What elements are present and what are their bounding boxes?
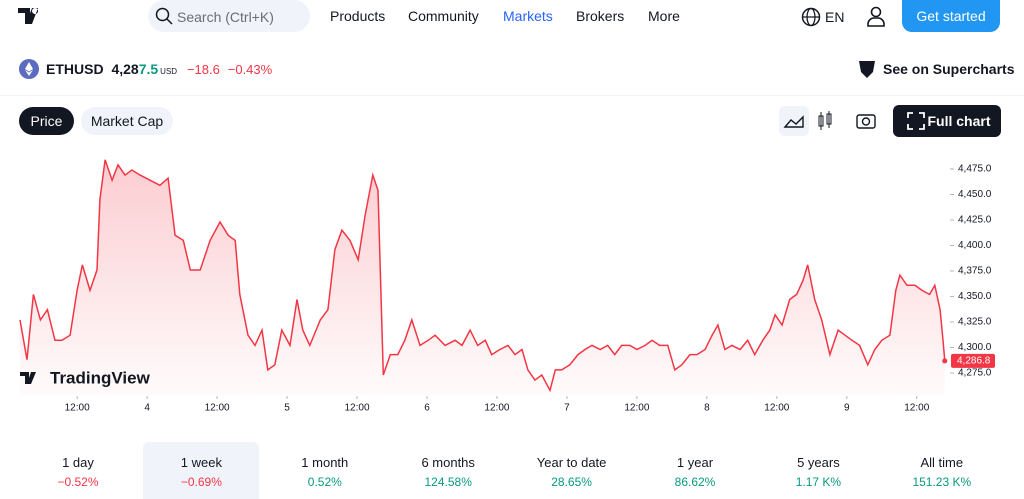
period-tab[interactable]: Year to date 28.65% — [514, 442, 630, 499]
x-tick-label: 12:00 — [484, 403, 509, 414]
period-label: All time — [920, 455, 964, 470]
globe-icon[interactable] — [801, 7, 821, 27]
y-tick-label: 4,275.0 — [958, 368, 992, 379]
expand-icon — [907, 112, 925, 130]
x-tick-label: 12:00 — [624, 403, 649, 414]
language[interactable]: EN — [825, 9, 845, 25]
change: −18.6 — [186, 62, 220, 77]
last-price-box — [951, 353, 995, 368]
nav-item[interactable]: Products — [330, 8, 386, 24]
period-change: 86.62% — [674, 475, 716, 489]
period-tab[interactable]: 1 year 86.62% — [637, 442, 753, 499]
search-icon — [155, 7, 173, 25]
search-placeholder: Search (Ctrl+K) — [177, 9, 274, 25]
last-point — [942, 358, 948, 364]
period-change: −0.52% — [57, 475, 99, 489]
x-tick-label: 12:00 — [65, 403, 90, 414]
period-label: 1 year — [676, 455, 714, 470]
cta-button[interactable]: Get started — [902, 0, 1000, 32]
watermark-text: TradingView — [50, 368, 151, 387]
logo[interactable] — [18, 8, 48, 24]
x-tick-label: 12:00 — [764, 403, 789, 414]
last-price-label: 4,286.8 — [957, 356, 991, 367]
period-tab[interactable]: 1 day −0.52% — [20, 442, 136, 499]
x-tick-label: 12:00 — [345, 403, 370, 414]
x-tick-label: 8 — [704, 403, 710, 414]
nav-item[interactable]: More — [648, 8, 680, 24]
line-icon — [783, 115, 804, 128]
tab[interactable]: Market Cap — [81, 107, 173, 135]
period-change: 124.58% — [424, 475, 472, 489]
y-tick-label: 4,325.0 — [958, 317, 992, 328]
period-label: 1 month — [301, 455, 349, 470]
camera-icon[interactable] — [854, 108, 878, 134]
period-change: 0.52% — [307, 475, 342, 489]
period-tab[interactable]: 1 week −0.69% — [143, 442, 260, 499]
price-last: 7.5 — [138, 61, 159, 77]
period-tab[interactable]: All time 151.23 K% — [884, 442, 1000, 499]
x-tick-label: 6 — [424, 403, 430, 414]
divider — [0, 95, 1024, 96]
full-chart-button[interactable]: Full chart — [893, 105, 1001, 137]
period-change: 28.65% — [551, 475, 592, 489]
change-pct: −0.43% — [227, 62, 273, 77]
period-tab[interactable]: 5 years 1.17 K% — [760, 442, 876, 499]
nav-item[interactable]: Markets — [503, 8, 553, 24]
nav-item[interactable]: Brokers — [576, 8, 625, 24]
period-change: −0.69% — [180, 475, 222, 489]
x-tick-label: 4 — [144, 403, 150, 414]
candle-icon[interactable] — [812, 106, 838, 136]
line-toggle[interactable] — [779, 106, 809, 136]
nav-item[interactable]: Community — [408, 8, 479, 24]
period-label: 5 years — [797, 455, 840, 470]
y-tick-label: 4,475.0 — [958, 164, 992, 175]
tab[interactable]: Price — [19, 107, 74, 135]
y-tick-label: 4,400.0 — [958, 240, 992, 251]
y-tick-label: 4,350.0 — [958, 291, 992, 302]
supercharts-link[interactable]: See on Supercharts — [883, 61, 1015, 77]
period-change: 151.23 K% — [912, 475, 972, 489]
eth-icon — [19, 59, 39, 79]
x-tick-label: 7 — [564, 403, 570, 414]
period-label: 6 months — [421, 455, 475, 470]
x-tick-label: 9 — [844, 403, 850, 414]
y-tick-label: 4,450.0 — [958, 189, 992, 200]
supercharts-icon — [859, 61, 875, 78]
period-change: 1.17 K% — [795, 475, 842, 489]
full-chart-label: Full chart — [927, 113, 991, 129]
period-tab[interactable]: 6 months 124.58% — [390, 442, 506, 499]
y-tick-label: 4,375.0 — [958, 266, 992, 277]
period-label: 1 week — [180, 455, 222, 470]
watermark: TradingView — [20, 368, 151, 387]
y-tick-label: 4,425.0 — [958, 215, 992, 226]
x-tick-label: 12:00 — [904, 403, 929, 414]
period-tab[interactable]: 1 month 0.52% — [267, 442, 383, 499]
period-label: Year to date — [536, 455, 607, 470]
user-icon[interactable] — [866, 6, 886, 28]
y-tick-label: 4,300.0 — [958, 342, 992, 353]
search[interactable]: Search (Ctrl+K) — [148, 0, 310, 32]
price-line — [19, 159, 946, 393]
price: 4,28 — [111, 61, 139, 77]
chart: 4,275.0 4,300.0 4,325.0 4,350.0 4,375.0 4,400… — [19, 159, 995, 414]
area-fill — [20, 159, 945, 395]
x-tick-label: 5 — [284, 403, 290, 414]
ticker: ETHUSD — [46, 61, 104, 77]
symbol-line: ETHUSD 4,287.5 USD −18.6 −0.43% — [46, 61, 272, 77]
x-tick-label: 12:00 — [205, 403, 230, 414]
currency: USD — [160, 67, 178, 76]
period-label: 1 day — [62, 455, 94, 470]
